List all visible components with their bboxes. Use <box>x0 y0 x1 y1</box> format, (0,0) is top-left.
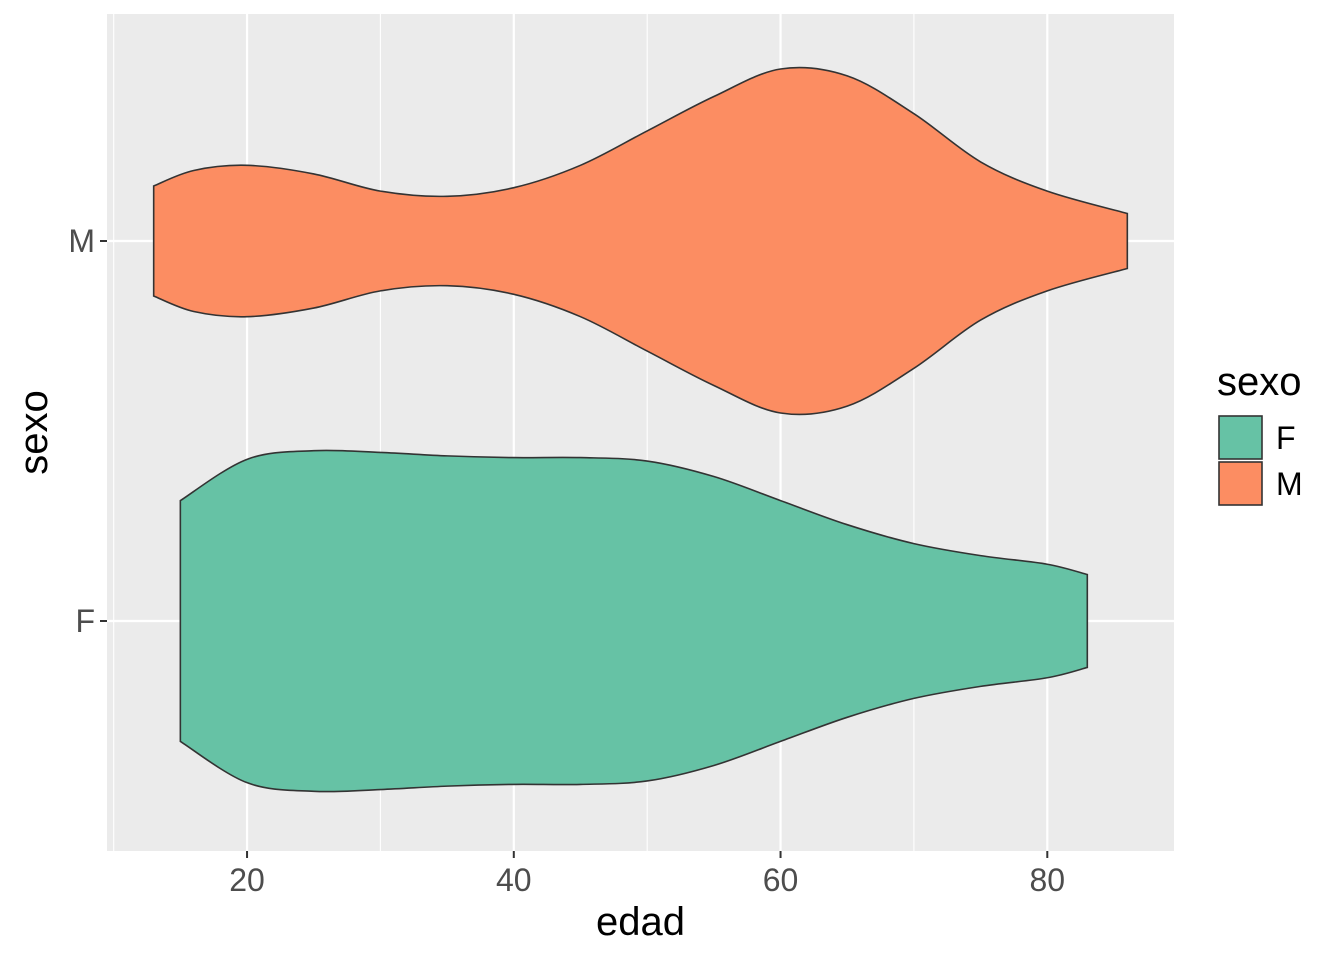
y-tick-label: F <box>75 603 95 639</box>
y-tick-label: M <box>68 223 95 259</box>
x-tick-label: 20 <box>229 862 265 898</box>
x-axis: 20 40 60 80 <box>229 851 1065 898</box>
violins <box>152 66 1129 793</box>
violin-F <box>179 449 1089 793</box>
x-tick-label: 60 <box>763 862 799 898</box>
x-tick-label: 40 <box>496 862 532 898</box>
y-axis: FM <box>68 223 107 639</box>
legend-label-M: M <box>1276 466 1303 502</box>
legend-title: sexo <box>1217 360 1302 404</box>
y-axis-title: sexo <box>12 390 56 475</box>
x-tick-label: 80 <box>1029 862 1065 898</box>
violin-M <box>152 66 1129 416</box>
x-axis-title: edad <box>596 900 685 944</box>
legend-key-M <box>1218 461 1263 506</box>
legend-label-F: F <box>1276 420 1296 456</box>
legend: sexo FM <box>1217 360 1303 506</box>
legend-key-F <box>1218 415 1263 460</box>
